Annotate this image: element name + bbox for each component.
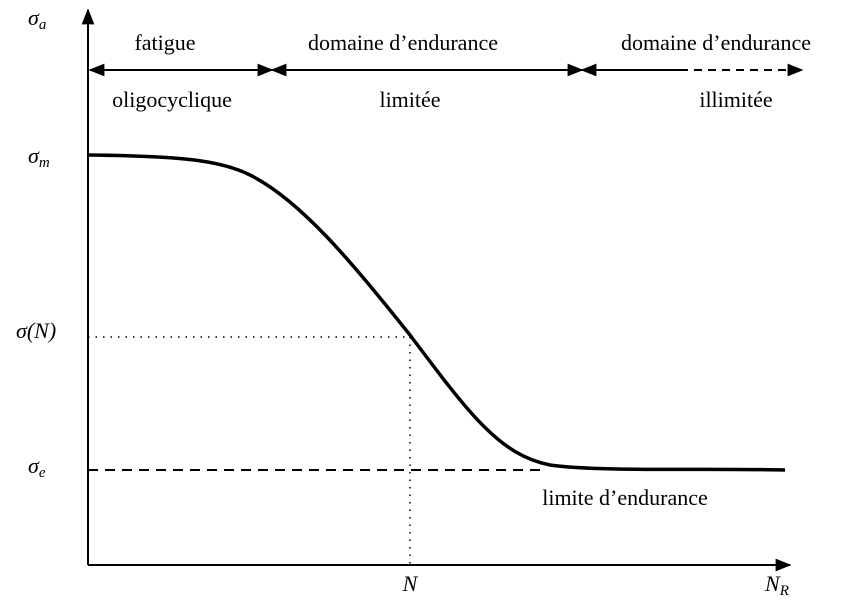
region-subtitle: oligocyclique bbox=[112, 87, 232, 112]
wohler-curve bbox=[87, 153, 786, 472]
region-subtitle: limitée bbox=[379, 87, 440, 112]
endurance-limit-label: limite d’endurance bbox=[542, 485, 708, 510]
n-label: N bbox=[402, 571, 419, 596]
sigma-m-label: σm bbox=[28, 143, 50, 171]
x-axis-label: NR bbox=[764, 571, 789, 599]
region-title: fatigue bbox=[134, 30, 195, 55]
sigma-e-label: σe bbox=[28, 453, 46, 481]
sigma-n-label: σ(N) bbox=[16, 318, 56, 343]
y-axis-label: σa bbox=[28, 5, 46, 33]
region-subtitle: illimitée bbox=[699, 87, 772, 112]
region-title: domaine d’endurance bbox=[621, 30, 811, 55]
region-title: domaine d’endurance bbox=[308, 30, 498, 55]
